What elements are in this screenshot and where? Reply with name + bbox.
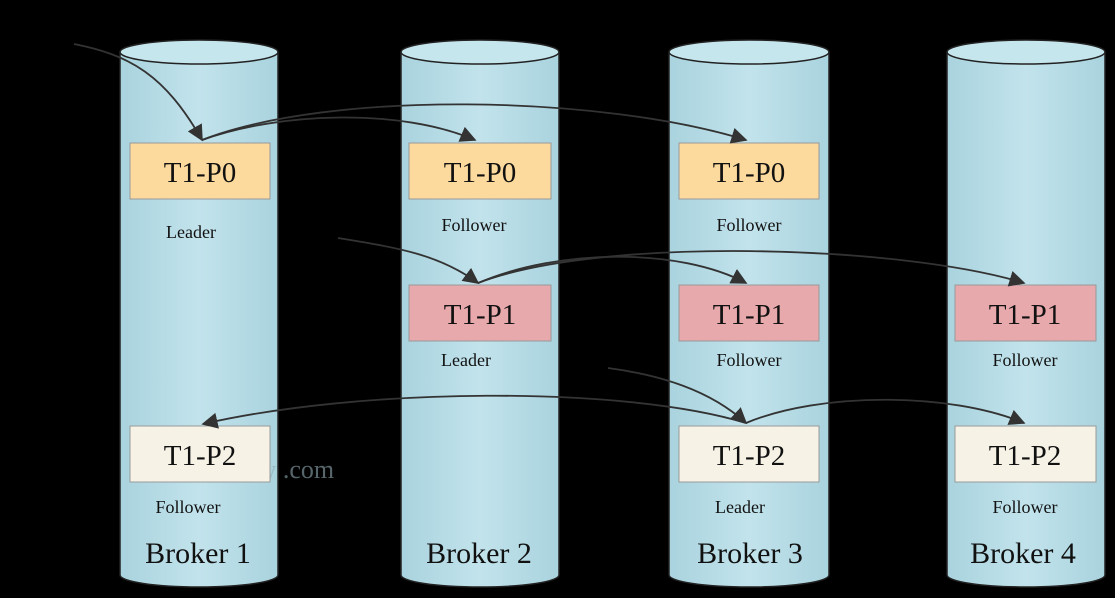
p2-producer-arrow (607, 367, 748, 425)
broker-2-p1-box (408, 284, 552, 342)
p2-replica-arrow-b1 (201, 394, 747, 429)
broker-3-p1-box (678, 284, 820, 342)
broker-3-p1-label: T1-P1 (713, 299, 786, 331)
broker-1-p0-role: Leader (166, 222, 216, 242)
broker-1-p2-role: Follower (156, 497, 221, 517)
broker-1-p0-box (129, 142, 271, 200)
broker-1-label: Broker 1 (145, 537, 251, 570)
replication-arrows (73, 43, 1026, 429)
broker-4-label: Broker 4 (970, 537, 1076, 570)
p1-replica-arrow-b4 (477, 250, 1026, 287)
broker-2-p1-label: T1-P1 (444, 299, 517, 331)
p0-producer-arrow (73, 43, 203, 142)
p0-replica-arrow-b3 (201, 103, 748, 144)
broker-3-p0-label: T1-P0 (713, 157, 786, 189)
broker-2-p0-box (408, 142, 552, 200)
broker-4-p2-label: T1-P2 (989, 440, 1062, 472)
broker-4-p2-box (954, 425, 1097, 483)
broker-2-p0-role: Follower (442, 215, 507, 235)
p0-replica-arrow-b2 (201, 116, 477, 142)
broker-3-p0-role: Follower (717, 215, 782, 235)
broker-3-p0-box (678, 142, 820, 200)
broker-1-p0-label: T1-P0 (164, 157, 237, 189)
broker-3-p2-label: T1-P2 (713, 440, 786, 472)
broker-3-p2-role: Leader (715, 497, 765, 517)
broker-3-label: Broker 3 (697, 537, 803, 570)
broker-4-p1-box (954, 284, 1097, 342)
p2-replica-arrow-b4 (745, 398, 1026, 425)
broker-3-p2-box (678, 425, 820, 483)
broker-4-p2-role: Follower (993, 497, 1058, 517)
broker-4-p1-role: Follower (993, 350, 1058, 370)
broker-2-label: Broker 2 (426, 537, 532, 570)
broker-2-p1-role: Leader (441, 350, 491, 370)
broker-3-p1-role: Follower (717, 350, 782, 370)
broker-4-p1-label: T1-P1 (989, 299, 1062, 331)
p1-producer-arrow (337, 237, 480, 284)
p1-replica-arrow-b3 (477, 255, 748, 284)
broker-1-p2-label: T1-P2 (164, 440, 237, 472)
broker-1-p2-box (129, 425, 271, 483)
broker-2-p0-label: T1-P0 (444, 157, 517, 189)
